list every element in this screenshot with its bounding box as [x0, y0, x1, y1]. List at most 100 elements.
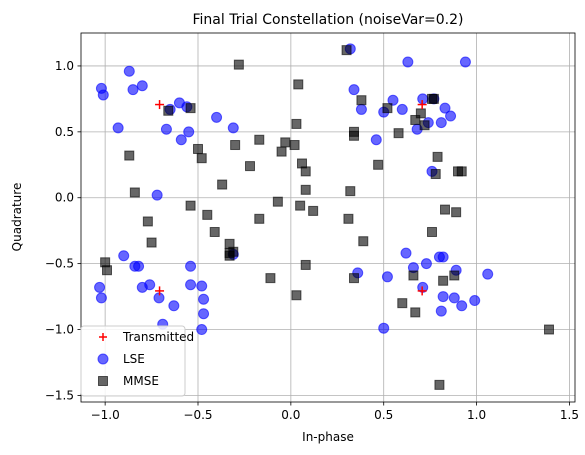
mmse-point — [349, 130, 359, 141]
mmse-point — [185, 200, 196, 211]
legend-transmitted-marker — [99, 333, 107, 341]
mmse-point — [193, 143, 203, 154]
mmse-point — [449, 270, 460, 281]
lse-point — [227, 122, 239, 134]
mmse-point — [276, 146, 287, 157]
mmse-point — [356, 95, 367, 106]
mmse-point — [373, 159, 384, 170]
mmse-point — [291, 118, 302, 129]
mmse-point — [438, 275, 449, 286]
lse-point — [400, 247, 412, 259]
lse-point — [456, 300, 468, 312]
mmse-point — [451, 207, 462, 218]
lse-point — [445, 110, 457, 122]
mmse-point — [224, 250, 235, 261]
lse-point — [185, 260, 197, 272]
lse-point — [95, 292, 107, 304]
mmse-point — [209, 226, 220, 237]
lse-point — [118, 250, 130, 262]
mmse-point — [233, 59, 244, 70]
mmse-point — [202, 209, 213, 220]
legend-mmse-label: MMSE — [123, 374, 159, 388]
lse-point — [437, 251, 449, 263]
y-tick-label: 0.0 — [55, 191, 74, 205]
mmse-point — [397, 298, 408, 309]
mmse-point — [428, 93, 439, 104]
x-tick-label: −1.0 — [91, 408, 120, 422]
mmse-point — [185, 103, 196, 114]
lse-point — [168, 300, 180, 312]
lse-point — [437, 291, 449, 303]
mmse-point — [300, 166, 311, 177]
mmse-point — [434, 379, 445, 390]
lse-point — [448, 292, 460, 304]
lse-point — [175, 134, 187, 146]
mmse-point — [410, 114, 421, 125]
lse-point — [435, 117, 447, 129]
mmse-point — [295, 200, 306, 211]
y-tick-label: 1.0 — [55, 59, 74, 73]
lse-point — [348, 84, 360, 96]
x-axis-label: In-phase — [302, 430, 354, 444]
legend-mmse-marker — [98, 376, 108, 386]
lse-point — [387, 94, 399, 106]
mmse-point — [142, 216, 153, 227]
lse-point — [94, 281, 106, 293]
lse-point — [435, 305, 447, 317]
transmitted-point — [155, 286, 165, 296]
mmse-point — [280, 137, 291, 148]
transmitted-point — [417, 286, 427, 296]
mmse-point — [217, 179, 228, 190]
mmse-point — [410, 307, 421, 318]
lse-point — [127, 84, 139, 96]
mmse-point — [265, 273, 276, 284]
x-tick-label: 1.0 — [467, 408, 486, 422]
lse-point — [136, 80, 148, 92]
y-tick-label: −0.5 — [45, 257, 74, 271]
mmse-point — [341, 45, 352, 56]
mmse-point — [300, 259, 311, 270]
lse-point — [151, 189, 163, 201]
lse-point — [196, 280, 208, 292]
lse-point — [160, 123, 172, 135]
mmse-point — [163, 105, 174, 116]
lse-point — [370, 134, 382, 146]
mmse-point — [245, 161, 255, 172]
lse-point — [185, 279, 197, 291]
lse-point — [459, 56, 471, 68]
legend-lse-marker — [97, 353, 109, 365]
lse-point — [211, 111, 223, 123]
mmse-point — [419, 120, 430, 131]
mmse-point — [300, 184, 311, 195]
mmse-point — [146, 237, 157, 248]
mmse-point — [102, 265, 112, 276]
mmse-point — [254, 213, 265, 224]
mmse-point — [382, 103, 393, 114]
x-tick-label: 0.0 — [281, 408, 300, 422]
lse-point — [97, 89, 109, 101]
lse-point — [439, 102, 451, 114]
mmse-point — [196, 153, 207, 164]
lse-point — [378, 322, 390, 334]
lse-point — [355, 103, 367, 115]
legend-transmitted-label: Transmitted — [122, 330, 194, 344]
transmitted-point — [155, 100, 165, 110]
mmse-point — [293, 79, 304, 90]
legend: Transmitted LSE MMSE — [80, 325, 194, 397]
lse-point — [482, 268, 494, 280]
mmse-point — [430, 169, 441, 180]
mmse-point — [124, 150, 135, 161]
lse-point — [469, 295, 481, 307]
mmse-point — [272, 196, 283, 207]
lse-point — [198, 293, 210, 305]
y-tick-label: 0.5 — [55, 125, 74, 139]
mmse-point — [230, 140, 241, 151]
x-tick-label: 0.5 — [374, 408, 393, 422]
lse-point — [402, 56, 414, 68]
mmse-point — [308, 205, 319, 216]
lse-point — [396, 103, 408, 115]
lse-point — [133, 260, 145, 272]
legend-lse-label: LSE — [123, 352, 145, 366]
mmse-point — [349, 273, 359, 284]
